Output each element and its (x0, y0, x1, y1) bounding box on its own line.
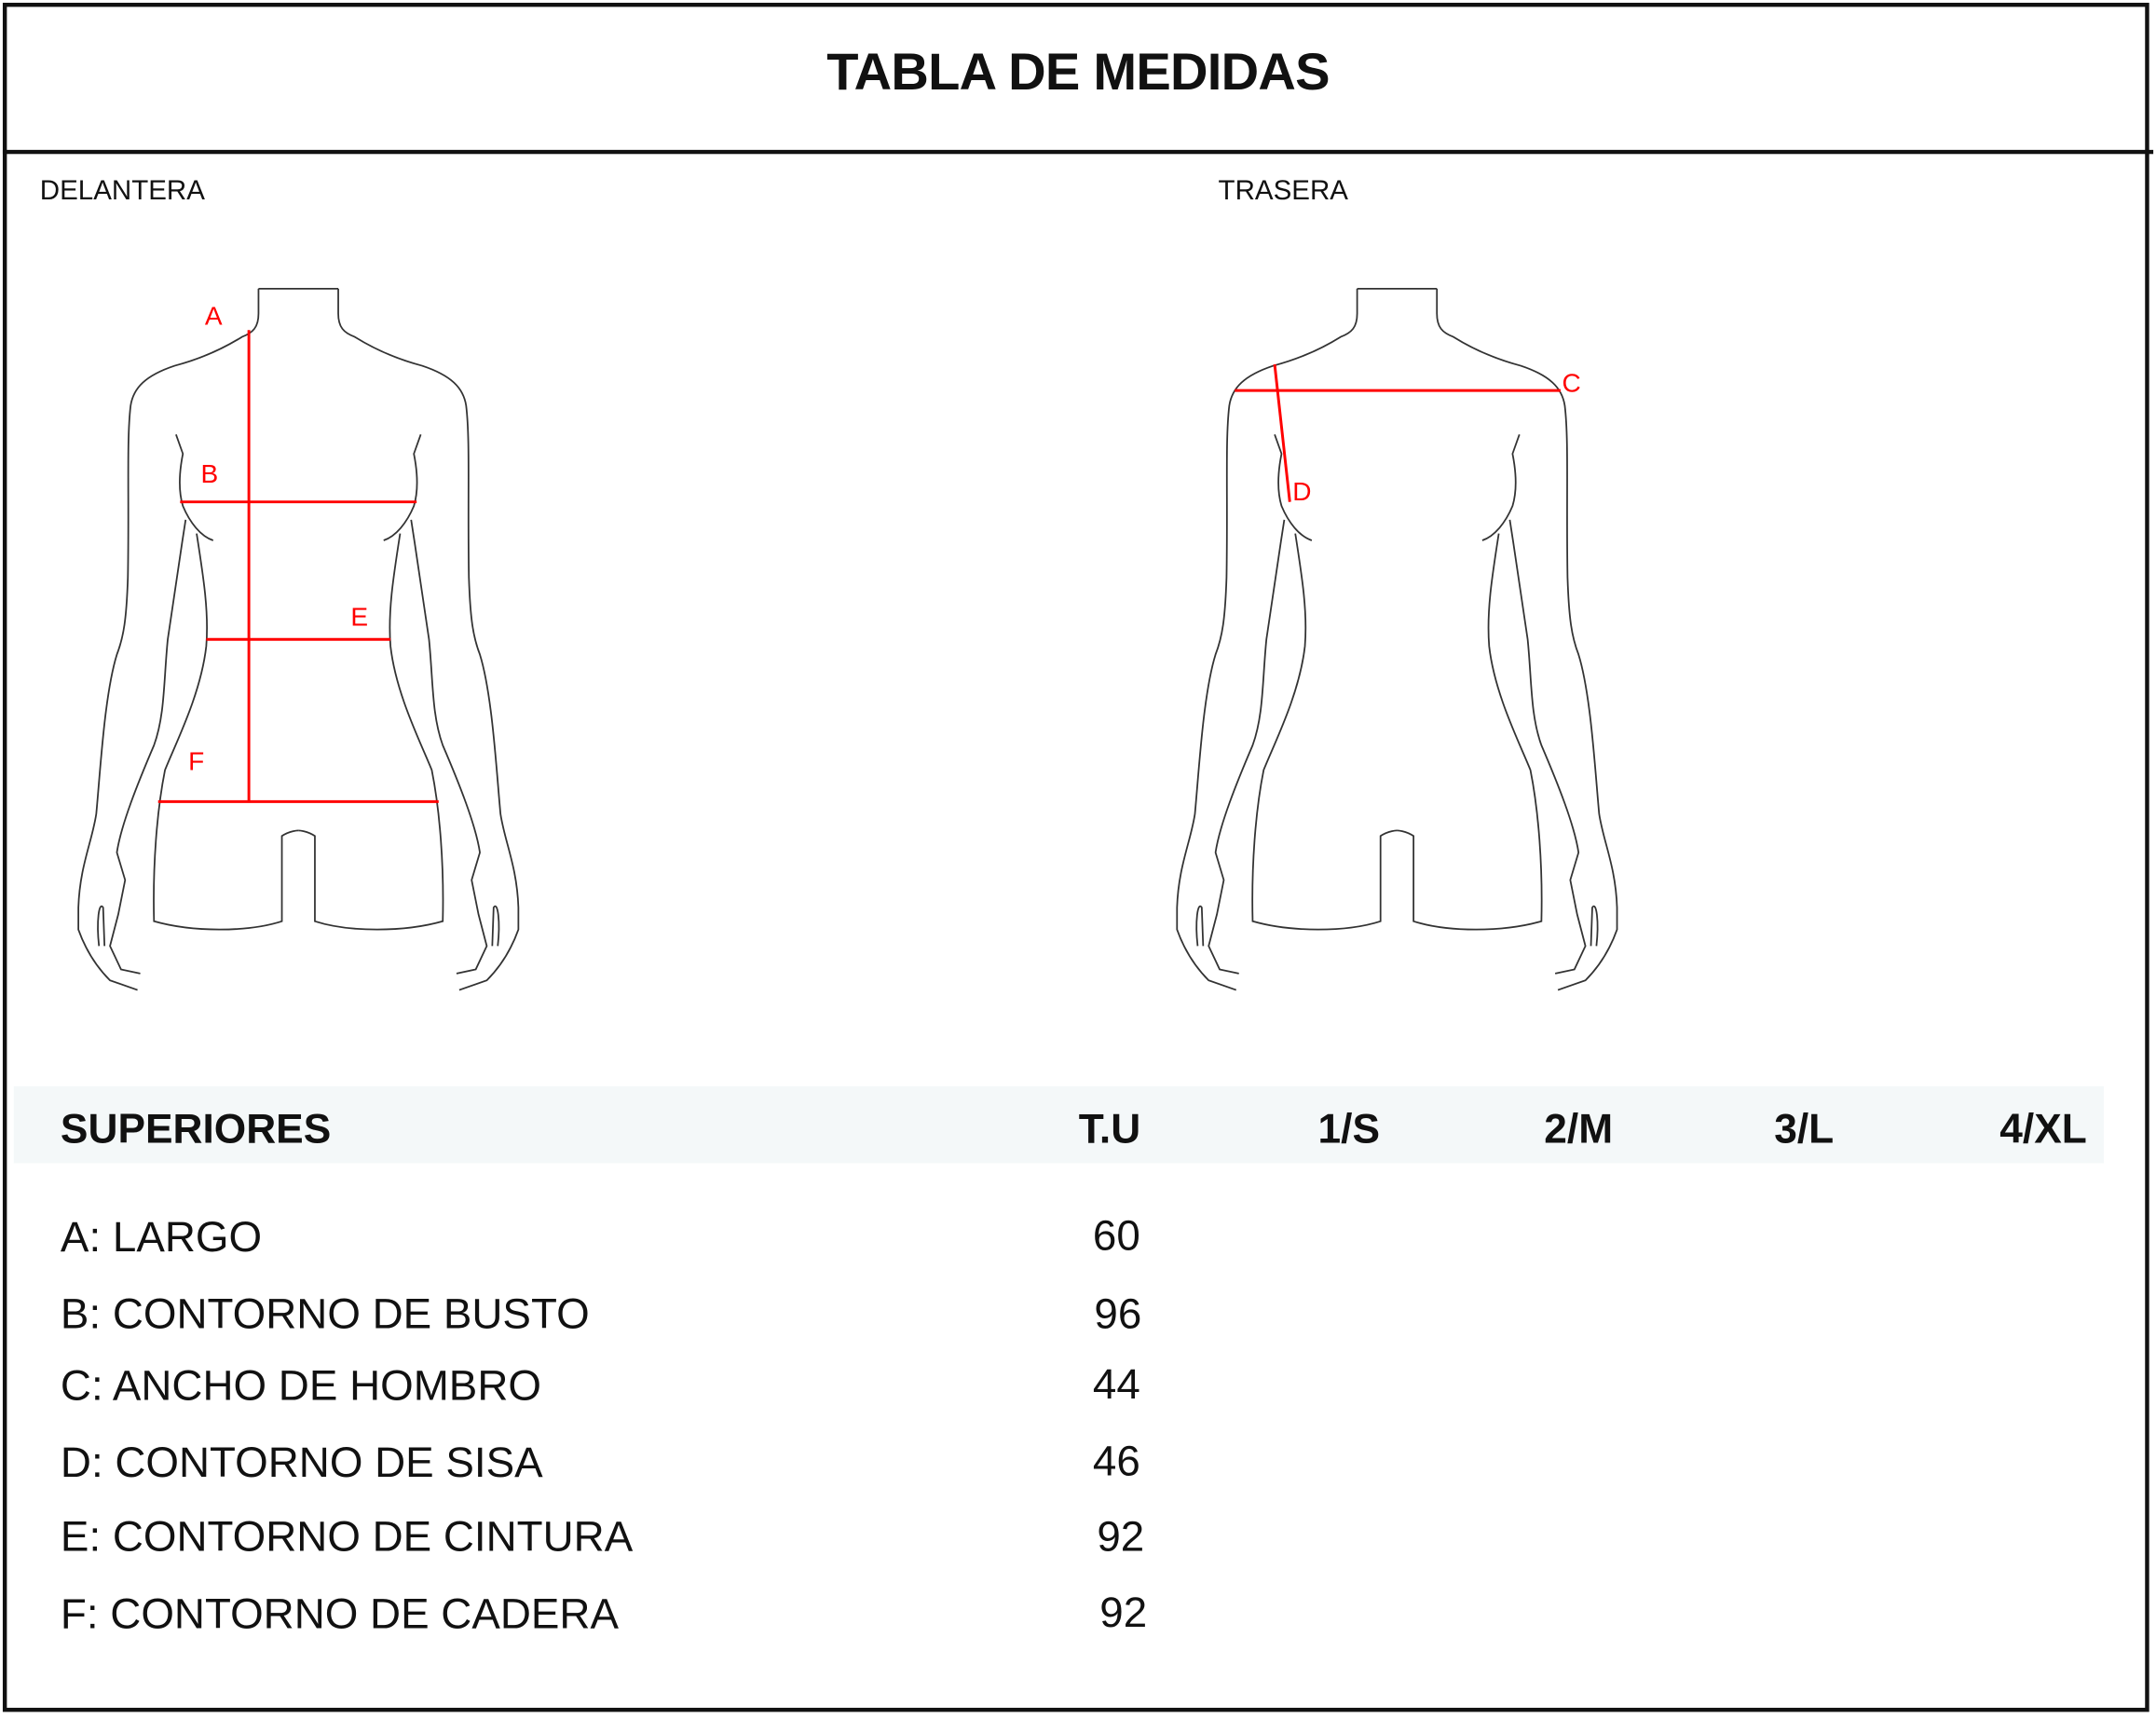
row-label: F: CONTORNO DE CADERA (60, 1589, 619, 1638)
front-view-label: DELANTERA (39, 175, 205, 207)
row-label: A: LARGO (60, 1212, 263, 1262)
column-header: 2/M (1544, 1107, 1614, 1153)
marker-e: E (350, 602, 368, 631)
back-view-label: TRASERA (1218, 175, 1348, 207)
column-header: 4/XL (1999, 1107, 2087, 1153)
column-header: T.U (1078, 1107, 1141, 1153)
table-header (13, 1085, 2104, 1164)
measure-line-d (1273, 363, 1291, 502)
row-value: 60 (1092, 1211, 1140, 1260)
row-value: 96 (1094, 1289, 1142, 1338)
marker-a: A (205, 301, 223, 330)
row-label: C: ANCHO DE HOMBRO (60, 1361, 541, 1410)
page-title: TABLA DE MEDIDAS (826, 44, 1330, 102)
marker-c: C (1562, 369, 1581, 398)
row-value: 92 (1097, 1512, 1145, 1562)
column-header: 1/S (1317, 1107, 1380, 1153)
row-value: 46 (1092, 1437, 1140, 1485)
row-label: D: CONTORNO DE SISA (60, 1438, 543, 1487)
body-figures: A B E F C D (77, 288, 1618, 991)
row-label: E: CONTORNO DE CINTURA (60, 1512, 634, 1562)
marker-f: F (188, 746, 204, 775)
row-value: 92 (1099, 1588, 1148, 1637)
row-value: 44 (1092, 1359, 1140, 1409)
marker-b: B (200, 459, 218, 488)
marker-d: D (1292, 477, 1311, 506)
column-header: 3/L (1774, 1107, 1835, 1153)
divider (2, 149, 2154, 155)
back-figure (1176, 288, 1618, 991)
front-figure: A B E F (77, 288, 520, 991)
row-label: B: CONTORNO DE BUSTO (60, 1289, 590, 1338)
section-header: SUPERIORES (60, 1107, 332, 1153)
